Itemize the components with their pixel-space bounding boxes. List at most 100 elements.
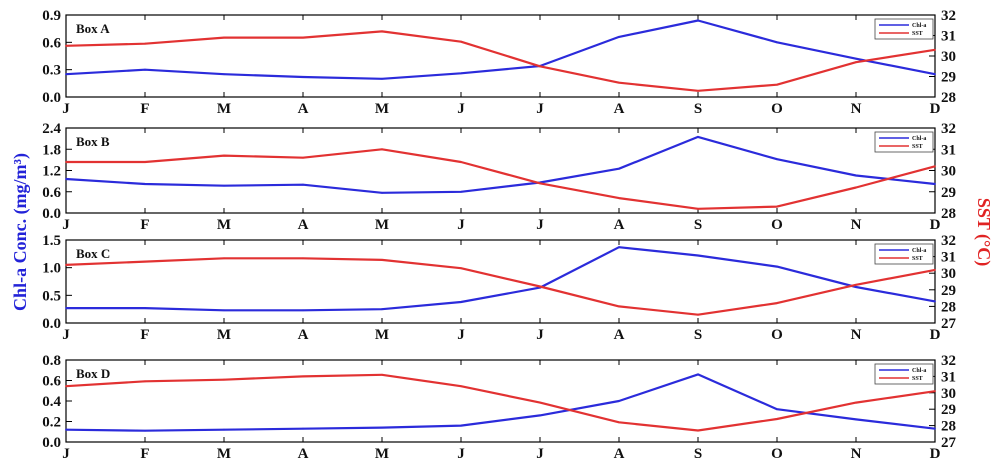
data-point-chl-a xyxy=(618,246,620,249)
x-tick-label: A xyxy=(614,446,625,462)
y-right-tick-label: 31 xyxy=(941,250,956,266)
x-tick-label: J xyxy=(536,101,544,117)
panel-title: Box A xyxy=(76,21,110,36)
data-point-chl-a xyxy=(223,73,225,76)
x-tick-label: M xyxy=(375,327,389,343)
y-left-tick-label: 0.6 xyxy=(42,374,61,390)
y-right-tick-label: 27 xyxy=(941,435,957,451)
y-right-tick-label: 30 xyxy=(941,266,956,282)
plot-frame xyxy=(65,239,936,324)
y-right-tick-label: 28 xyxy=(941,299,956,315)
panel-title: Box D xyxy=(76,366,110,381)
data-point-sst xyxy=(934,390,936,393)
y-left-tick-label: 0.5 xyxy=(42,288,61,304)
data-point-sst xyxy=(618,421,620,424)
legend-box xyxy=(874,243,934,265)
data-point-sst xyxy=(539,285,541,288)
x-tick-label: J xyxy=(62,101,70,117)
x-tick-label: J xyxy=(536,217,544,233)
y-left-tick-label: 2.4 xyxy=(42,121,61,137)
x-tick-label: S xyxy=(694,217,702,233)
x-tick-label: J xyxy=(457,446,465,462)
legend-box xyxy=(874,363,934,385)
legend-label: Chl-a xyxy=(912,23,926,29)
y-left-tick-label: 0.4 xyxy=(42,394,61,410)
data-point-sst xyxy=(934,165,936,168)
series-line-sst xyxy=(65,30,936,92)
data-point-chl-a xyxy=(223,309,225,312)
y-right-tick-label: 30 xyxy=(941,164,956,180)
legend-label: SST xyxy=(912,144,923,150)
series-line-sst xyxy=(66,148,936,210)
x-tick-label: A xyxy=(614,327,625,343)
x-tick-label: S xyxy=(694,101,702,117)
y-right-tick-label: 30 xyxy=(941,49,956,65)
x-tick-label: S xyxy=(694,327,702,343)
data-point-chl-a xyxy=(618,35,620,38)
data-point-chl-a xyxy=(934,183,936,185)
legend: Chl-a SST xyxy=(874,243,934,265)
y-right-tick-label: 31 xyxy=(941,29,956,45)
data-point-chl-a xyxy=(302,76,304,78)
series-line-sst xyxy=(65,373,936,432)
data-point-sst xyxy=(460,40,462,43)
data-point-chl-a xyxy=(776,265,778,268)
y-right-tick-label: 31 xyxy=(941,369,956,385)
data-point-chl-a xyxy=(855,286,857,288)
data-point-sst xyxy=(539,401,541,404)
y-right-tick-label: 28 xyxy=(941,206,956,222)
x-tick-label: O xyxy=(771,446,783,462)
y-left-tick-label: 0.0 xyxy=(42,316,61,332)
x-tick-label: S xyxy=(694,446,702,462)
y-right-tick-label: 30 xyxy=(941,386,956,402)
data-point-chl-a xyxy=(144,68,146,71)
x-tick-label: N xyxy=(851,101,862,117)
data-point-sst xyxy=(144,380,146,383)
x-tick-label: M xyxy=(375,446,389,462)
x-tick-label: N xyxy=(851,217,862,233)
data-point-sst xyxy=(223,257,225,260)
y-left-tick-label: 0.6 xyxy=(42,185,61,201)
data-point-sst xyxy=(381,148,383,151)
data-point-sst xyxy=(460,267,462,270)
y-right-tick-label: 31 xyxy=(941,142,956,158)
x-tick-label: A xyxy=(298,101,309,117)
legend-label: SST xyxy=(912,376,923,382)
y-right-tick-label: 29 xyxy=(941,70,956,86)
data-point-sst xyxy=(855,283,857,286)
x-tick-label: J xyxy=(62,446,70,462)
y-left-tick-label: 0.2 xyxy=(42,415,61,431)
series-line-chl-a xyxy=(65,19,936,80)
x-tick-label: A xyxy=(298,327,309,343)
data-point-chl-a xyxy=(65,428,67,431)
data-point-sst xyxy=(223,154,225,157)
x-tick-label: D xyxy=(930,101,941,117)
legend-label: Chl-a xyxy=(912,136,926,142)
data-point-chl-a xyxy=(302,309,304,312)
legend-label: SST xyxy=(912,256,923,262)
data-point-sst xyxy=(697,207,699,210)
data-point-sst xyxy=(65,161,67,163)
x-tick-label: D xyxy=(930,446,941,462)
data-point-sst xyxy=(539,182,541,185)
data-point-sst xyxy=(934,268,936,271)
y-left-tick-label: 1.0 xyxy=(42,261,61,277)
x-tick-label: M xyxy=(217,101,231,117)
data-point-sst xyxy=(855,401,857,404)
x-tick-label: A xyxy=(298,217,309,233)
x-tick-label: F xyxy=(140,217,149,233)
legend: Chl-a SST xyxy=(874,131,934,153)
data-point-chl-a xyxy=(302,183,304,186)
y-right-tick-label: 29 xyxy=(941,283,956,299)
data-point-chl-a xyxy=(618,167,620,170)
x-tick-label: D xyxy=(930,217,941,233)
data-point-sst xyxy=(776,205,778,208)
panel-title: Box B xyxy=(76,134,110,149)
panel-2: 0.0 0.6 1.2 1.8 2.4 28 29 30 31 32 J F M A M J J A S O N D Box… xyxy=(42,121,956,233)
y-right-tick-label: 32 xyxy=(941,353,956,369)
data-point-sst xyxy=(618,81,620,84)
y-left-tick-label: 0.0 xyxy=(42,90,61,106)
legend-label: Chl-a xyxy=(912,368,926,374)
y-right-tick-label: 27 xyxy=(941,316,957,332)
